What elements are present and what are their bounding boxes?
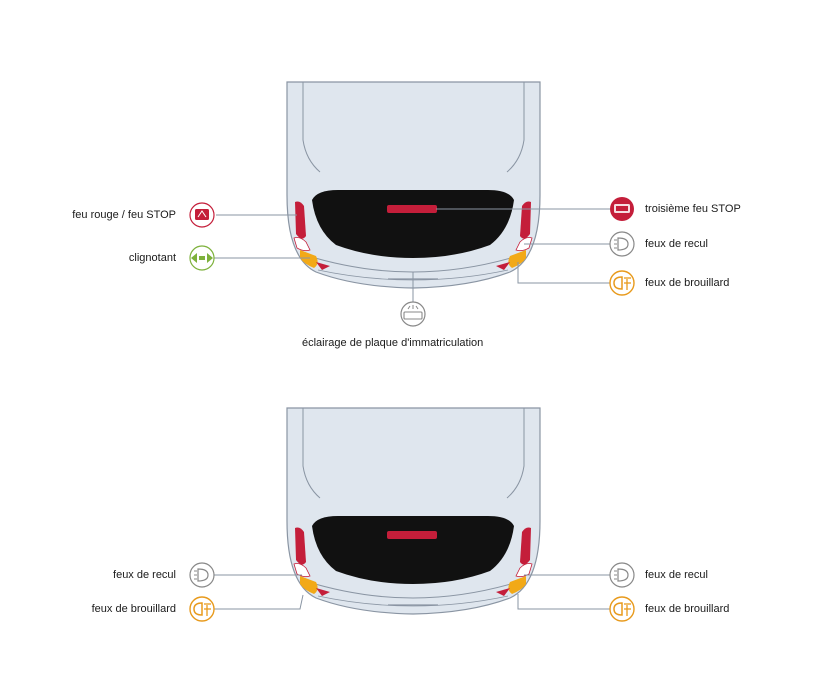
reverse-lamp-icon (609, 562, 635, 588)
turn-signal-icon (189, 245, 215, 271)
reverse-lamp-icon (189, 562, 215, 588)
label-feux-de-brouillard-top: feux de brouillard (645, 277, 730, 289)
label-clignotant: clignotant (128, 252, 176, 264)
car-rear-view-bottom (286, 407, 541, 615)
label-eclairage-plaque: éclairage de plaque d'immatriculation (302, 337, 484, 349)
label-feux-de-recul-top: feux de recul (645, 238, 708, 250)
car-rear-view-top (286, 81, 541, 289)
label-feux-de-recul-left: feux de recul (113, 569, 176, 581)
rear-fog-lamp-icon (189, 596, 215, 622)
rear-fog-lamp-icon (609, 596, 635, 622)
reverse-lamp-icon (609, 231, 635, 257)
label-feux-de-brouillard-right: feux de brouillard (645, 603, 730, 615)
label-feu-rouge-stop: feu rouge / feu STOP (72, 209, 176, 221)
label-feux-de-brouillard-left: feux de brouillard (91, 603, 176, 615)
leader-lines-top (214, 208, 610, 302)
label-feux-de-recul-right: feux de recul (645, 569, 708, 581)
license-plate-lamp-icon (400, 301, 426, 327)
rear-fog-lamp-icon (609, 270, 635, 296)
label-troisieme-feu-stop: troisième feu STOP (645, 203, 741, 215)
leader-lines-bottom (214, 574, 610, 610)
third-brake-lamp-icon (610, 197, 634, 221)
brake-lamp-icon (189, 202, 215, 228)
